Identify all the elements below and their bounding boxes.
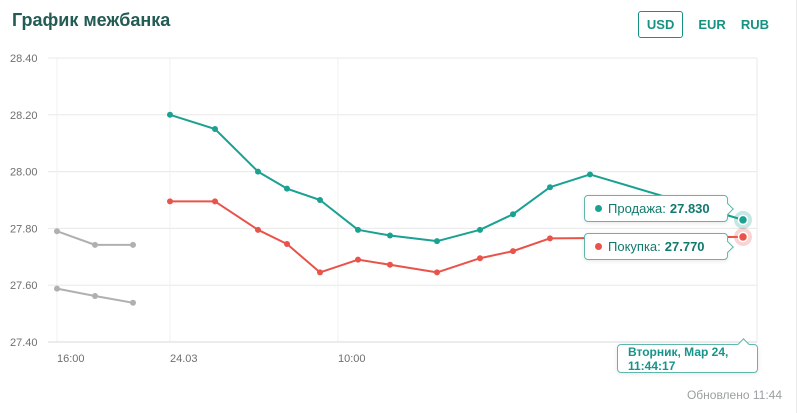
page-title: График межбанка	[12, 10, 171, 30]
svg-text:27.40: 27.40	[10, 337, 38, 349]
buy-tooltip-label: Покупка:	[608, 239, 661, 254]
svg-text:16:00: 16:00	[57, 353, 85, 365]
sell-tooltip: Продажа: 27.830	[584, 195, 734, 222]
time-tooltip: Вторник, Мар 24, 11:44:17	[617, 338, 758, 373]
updated-status: Обновлено 11:44	[686, 388, 782, 402]
svg-text:28.00: 28.00	[10, 167, 38, 179]
buy-series-dot-icon	[595, 243, 602, 250]
sell-tooltip-value: 27.830	[669, 201, 710, 216]
buy-tooltip: Покупка: 27.770	[584, 233, 734, 260]
svg-text:27.60: 27.60	[10, 280, 38, 292]
buy-tooltip-value: 27.770	[664, 239, 705, 254]
tab-usd[interactable]: USD	[637, 11, 684, 38]
tab-rub[interactable]: RUB	[740, 17, 769, 32]
svg-text:27.80: 27.80	[10, 223, 38, 235]
svg-text:28.40: 28.40	[10, 53, 38, 65]
tab-eur[interactable]: EUR	[698, 17, 726, 32]
sell-tooltip-label: Продажа:	[608, 201, 666, 216]
time-tooltip-text: Вторник, Мар 24, 11:44:17	[628, 344, 729, 373]
sell-series-dot-icon	[595, 205, 602, 212]
svg-text:10:00: 10:00	[338, 353, 366, 365]
currency-tabs: USD EUR RUB	[637, 11, 769, 38]
svg-text:24.03: 24.03	[170, 353, 198, 365]
svg-text:28.20: 28.20	[10, 110, 38, 122]
